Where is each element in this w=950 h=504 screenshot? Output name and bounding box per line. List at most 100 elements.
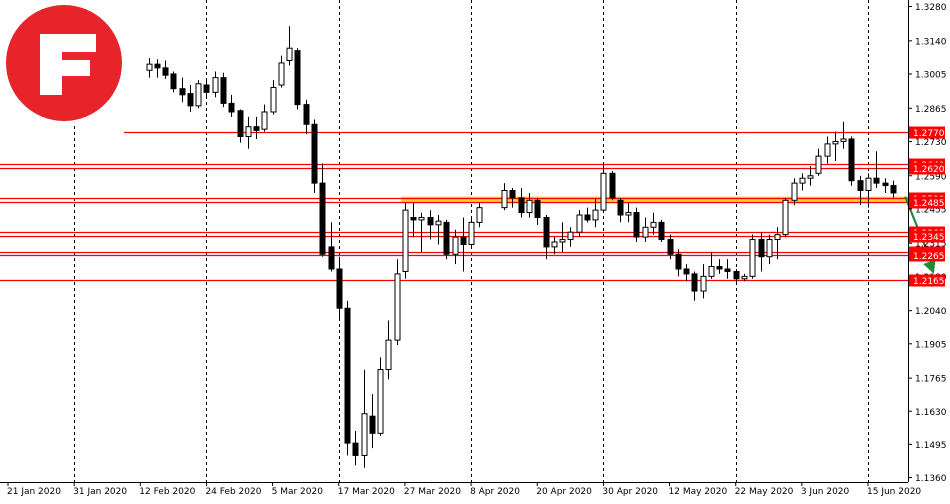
candle-body [700,275,707,292]
candle-body [394,273,401,341]
x-tick-label: 27 Mar 2020 [404,487,461,497]
level-label-text: 1.2265 [913,252,945,262]
highlight-zone-layer [400,196,908,204]
candle [501,183,508,211]
candle-body [815,155,822,174]
candle-body [435,220,442,226]
candle-body [551,241,558,248]
candle-body [336,268,343,309]
level-label-text: 1.2165 [913,277,945,287]
candle [882,178,889,193]
candle [270,80,277,115]
candle-body [146,63,153,71]
level-label-bg [909,162,945,175]
candle [733,268,740,284]
candle [237,109,244,143]
level-lines-layer [0,131,908,282]
candle-body [476,207,483,223]
candle-body [592,209,599,221]
candle-body [261,111,268,130]
candle [509,188,516,208]
x-tick-label: 21 Jan 2020 [7,487,61,497]
level-label-text: 1.2620 [913,165,945,175]
candle [567,227,574,247]
candle-body [576,214,583,233]
candle-body [361,413,368,456]
y-tick-label: 1.2590 [915,172,947,182]
candle [543,215,550,260]
candle [187,85,194,112]
candle-body [824,143,831,157]
candle-body [724,268,731,272]
candle-body [402,209,409,272]
candle [658,219,665,242]
candle-body [352,442,359,456]
candle-body [270,86,277,113]
y-tick-label: 1.3280 [915,3,947,13]
candle [170,71,177,93]
candle-body [832,140,839,145]
candles-layer [146,26,897,468]
y-tick-label: 1.1495 [915,441,947,451]
candle-body [840,138,847,142]
candle-body [253,126,260,131]
candle [799,173,806,191]
candle [824,136,831,164]
candle [791,178,798,206]
candle [286,26,293,66]
candle [303,99,310,135]
candle-body [452,236,459,255]
candle-body [385,339,392,371]
candle [708,251,715,279]
candle-body [237,110,244,138]
level-label: 1.2770 [909,126,945,139]
level-label: 1.2345 [909,230,945,243]
candle [625,202,632,223]
candle [766,234,773,265]
candle [452,229,459,265]
candle-body [691,273,698,292]
candle-body [782,199,789,236]
candle [857,175,864,206]
candle-body [625,212,632,216]
candle [675,249,682,277]
level-label-bg [909,230,945,243]
candle [526,192,533,218]
candle-body [311,123,318,184]
candle-body [741,275,748,280]
level-label-text: 1.2485 [913,199,945,209]
candle [534,197,541,225]
x-tick-label: 5 Mar 2020 [272,487,324,497]
candle-body [848,138,855,182]
y-tick-label: 1.1765 [915,375,947,385]
candle-body [526,199,533,214]
candle [724,259,731,279]
candle [716,259,723,274]
candle-body [187,93,194,107]
candle-body [642,226,649,238]
x-tick-label: 24 Feb 2020 [205,487,261,497]
candle [203,78,210,99]
candle-body [584,214,591,221]
candle-body [468,221,475,245]
candle-body [609,172,616,199]
candle [890,180,897,198]
level-label-bg [909,126,945,139]
candle [749,234,756,279]
candle-body [303,104,310,125]
candle-body [228,102,235,113]
candle [551,237,558,255]
level-label-text: 1.2345 [913,233,945,243]
candle [758,232,765,272]
candle-body [460,236,467,245]
candle-body [369,415,376,434]
candle-body [501,189,508,209]
candle [253,116,260,139]
candle-body [319,182,326,255]
y-tick-label: 1.1360 [915,474,947,484]
candle [782,197,789,238]
candle-body [559,239,566,243]
candle-body [857,180,864,191]
candle [460,217,467,272]
candle-body [170,73,177,90]
